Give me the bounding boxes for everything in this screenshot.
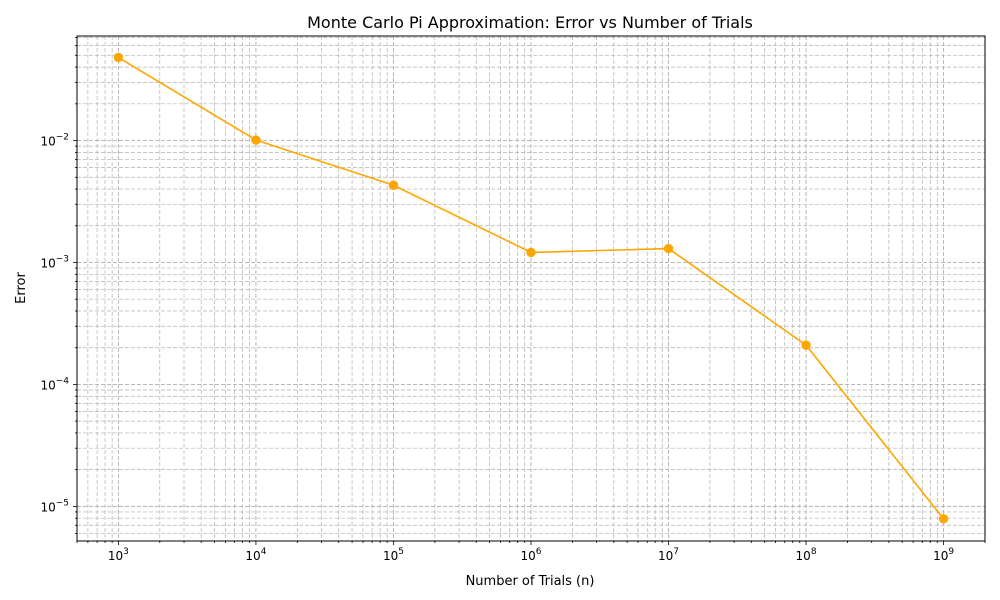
x-tick-label: 103 <box>108 547 129 563</box>
y-tick-label: 10−3 <box>40 254 69 270</box>
chart-title: Monte Carlo Pi Approximation: Error vs N… <box>307 13 753 32</box>
data-point <box>801 340 811 350</box>
y-tick-label: 10−5 <box>40 498 69 514</box>
x-tick-label: 108 <box>796 547 817 563</box>
data-point <box>113 52 124 63</box>
data-point <box>938 514 949 524</box>
x-tick-label: 106 <box>520 547 541 563</box>
x-tick-label: 105 <box>383 547 404 563</box>
y-axis-label: Error <box>14 272 29 304</box>
data-point <box>526 247 536 258</box>
x-tick-label: 107 <box>658 547 679 563</box>
x-tick-label: 109 <box>933 547 954 563</box>
y-tick-label: 10−4 <box>40 376 69 392</box>
y-tick-label: 10−2 <box>40 133 69 149</box>
data-point <box>663 243 674 254</box>
x-axis-label: Number of Trials (n) <box>466 574 595 589</box>
x-tick-label: 104 <box>245 547 266 563</box>
data-point <box>251 135 261 145</box>
data-point <box>388 180 399 190</box>
